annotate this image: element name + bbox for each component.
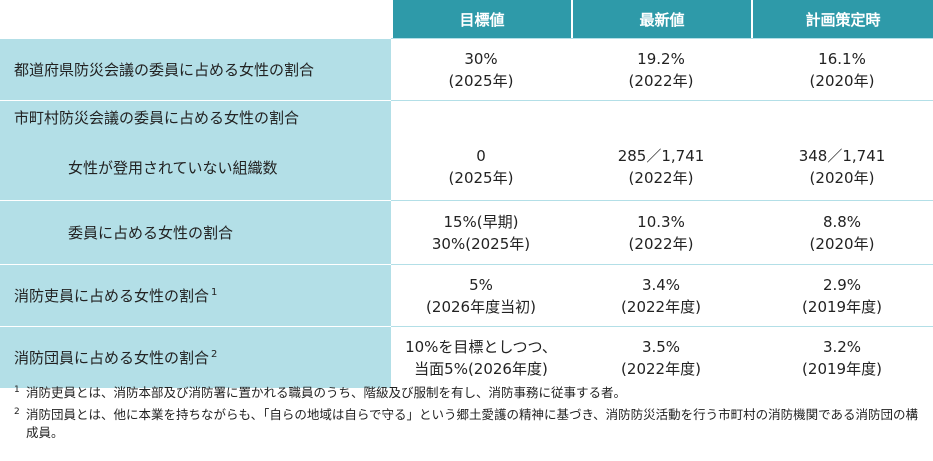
plan-value: 3.2% <box>822 337 862 356</box>
group-label: 市町村防災会議の委員に占める女性の割合 <box>0 100 391 134</box>
header-target: 目標値 <box>391 0 571 38</box>
table-row: 消防吏員に占める女性の割合 1 5% (2026年度当初) 3.4% (2022年… <box>0 264 933 326</box>
row-label-text: 消防団員に占める女性の割合 <box>14 349 210 367</box>
row-label: 消防団員に占める女性の割合 2 <box>0 326 391 388</box>
table-row: 委員に占める女性の割合 15%(早期) 30%(2025年) 10.3% (20… <box>0 200 933 264</box>
target-value-cell: 0 (2025年) <box>391 134 571 200</box>
target-value: 15%(早期) <box>443 212 519 231</box>
latest-value-cell: 3.5% (2022年度) <box>571 326 751 388</box>
plan-year: (2020年) <box>809 169 875 187</box>
target-value-cell: 10%を目標としつつ、 当面5%(2026年度) <box>391 326 571 388</box>
header-blank-cell <box>0 0 391 38</box>
header-latest: 最新値 <box>571 0 751 38</box>
plan-year: (2020年) <box>809 234 875 253</box>
empty-cell <box>751 100 933 134</box>
latest-year: (2022年度) <box>621 297 701 316</box>
table-row: 消防団員に占める女性の割合 2 10%を目標としつつ、 当面5%(2026年度) … <box>0 326 933 388</box>
latest-year: (2022年) <box>628 234 694 253</box>
footnote-text: 消防吏員とは、消防本部及び消防署に置かれる職員のうち、階級及び服制を有し、消防事… <box>26 385 627 400</box>
row-label: 委員に占める女性の割合 <box>0 200 391 264</box>
footnote-number: 2 <box>14 407 20 417</box>
target-year: (2025年) <box>448 71 514 90</box>
plan-value-cell: 348／1,741 (2020年) <box>751 134 933 200</box>
plan-value-cell: 2.9% (2019年度) <box>751 264 933 326</box>
target-year: (2025年) <box>448 169 514 187</box>
latest-value-cell: 10.3% (2022年) <box>571 200 751 264</box>
target-year: (2026年度当初) <box>426 297 536 316</box>
plan-value: 16.1% <box>818 49 866 68</box>
target-value-cell: 15%(早期) 30%(2025年) <box>391 200 571 264</box>
footnote-ref: 2 <box>211 349 218 360</box>
header-row: 目標値 最新値 計画策定時 <box>0 0 933 38</box>
plan-year: (2019年度) <box>802 297 882 316</box>
plan-value: 8.8% <box>822 212 862 231</box>
data-table: 目標値 最新値 計画策定時 都道府県防災会議の委員に占める女性の割合 30% (… <box>0 0 933 388</box>
latest-year: (2022年度) <box>621 359 701 378</box>
row-label: 都道府県防災会議の委員に占める女性の割合 <box>0 38 391 100</box>
target-value: 10%を目標としつつ、 <box>405 337 557 356</box>
row-label: 消防吏員に占める女性の割合 1 <box>0 264 391 326</box>
plan-value-cell: 16.1% (2020年) <box>751 38 933 100</box>
plan-value-cell: 3.2% (2019年度) <box>751 326 933 388</box>
target-year: 30%(2025年) <box>431 234 531 253</box>
latest-year: (2022年) <box>628 169 694 187</box>
latest-value-cell: 3.4% (2022年度) <box>571 264 751 326</box>
target-year: 当面5%(2026年度) <box>414 359 548 378</box>
latest-value: 19.2% <box>637 49 685 68</box>
latest-value-cell: 285／1,741 (2022年) <box>571 134 751 200</box>
plan-value-cell: 8.8% (2020年) <box>751 200 933 264</box>
plan-value: 2.9% <box>822 275 862 294</box>
row-label: 女性が登用されていない組織数 <box>0 134 391 200</box>
latest-value: 10.3% <box>637 212 685 231</box>
group-row: 市町村防災会議の委員に占める女性の割合 <box>0 100 933 134</box>
footnote-ref: 1 <box>211 287 218 298</box>
latest-value: 285／1,741 <box>617 147 705 165</box>
table-row: 都道府県防災会議の委員に占める女性の割合 30% (2025年) 19.2% (… <box>0 38 933 100</box>
header-plan: 計画策定時 <box>751 0 933 38</box>
plan-value: 348／1,741 <box>798 147 886 165</box>
footnotes: 1 消防吏員とは、消防本部及び消防署に置かれる職員のうち、階級及び服制を有し、消… <box>14 384 924 446</box>
plan-year: (2019年度) <box>802 359 882 378</box>
footnote: 1 消防吏員とは、消防本部及び消防署に置かれる職員のうち、階級及び服制を有し、消… <box>14 384 924 402</box>
target-value-cell: 30% (2025年) <box>391 38 571 100</box>
footnote: 2 消防団員とは、他に本業を持ちながらも、「自らの地域は自らで守る」という郷土愛… <box>14 406 924 442</box>
target-value: 0 <box>476 147 486 165</box>
latest-value: 3.4% <box>641 275 681 294</box>
footnote-number: 1 <box>14 385 20 395</box>
target-value: 5% <box>469 275 493 294</box>
latest-value: 3.5% <box>641 337 681 356</box>
empty-cell <box>391 100 571 134</box>
plan-year: (2020年) <box>809 71 875 90</box>
target-value: 30% <box>464 49 498 68</box>
target-value-cell: 5% (2026年度当初) <box>391 264 571 326</box>
latest-year: (2022年) <box>628 71 694 90</box>
row-label-text: 消防吏員に占める女性の割合 <box>14 287 210 305</box>
latest-value-cell: 19.2% (2022年) <box>571 38 751 100</box>
table-row: 女性が登用されていない組織数 0 (2025年) 285／1,741 (2022… <box>0 134 933 200</box>
footnote-text: 消防団員とは、他に本業を持ちながらも、「自らの地域は自らで守る」という郷土愛護の… <box>26 407 919 440</box>
empty-cell <box>571 100 751 134</box>
